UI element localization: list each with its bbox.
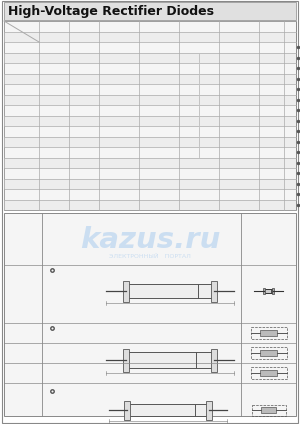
Bar <box>260 350 277 356</box>
Bar <box>4 31 296 42</box>
Bar <box>250 327 286 339</box>
Bar <box>272 288 274 294</box>
Bar <box>260 370 277 377</box>
Bar <box>126 284 214 298</box>
Bar <box>4 157 296 168</box>
Bar <box>123 349 129 371</box>
Bar <box>124 401 130 419</box>
Text: ЭЛЕКТРОННЫЙ   ПОРТАЛ: ЭЛЕКТРОННЫЙ ПОРТАЛ <box>109 254 191 259</box>
Bar <box>4 95 296 105</box>
Bar <box>206 401 212 419</box>
Bar <box>264 289 273 293</box>
Text: kazus.ru: kazus.ru <box>80 226 220 254</box>
Bar <box>126 352 214 368</box>
Bar <box>123 281 129 301</box>
Bar <box>263 288 265 294</box>
Bar <box>127 404 209 416</box>
Bar <box>211 349 217 371</box>
Bar <box>4 73 296 84</box>
Bar <box>4 2 296 20</box>
Bar <box>4 21 296 210</box>
Bar <box>4 53 296 63</box>
Bar <box>261 407 276 413</box>
Bar <box>4 213 296 416</box>
Bar <box>260 330 277 336</box>
Bar <box>4 179 296 189</box>
Bar <box>250 367 286 379</box>
Text: High-Voltage Rectifier Diodes: High-Voltage Rectifier Diodes <box>8 6 214 19</box>
Bar <box>4 137 296 147</box>
Bar <box>251 404 286 416</box>
Bar <box>4 200 296 210</box>
Bar <box>4 115 296 126</box>
Bar <box>250 347 286 359</box>
Bar <box>271 289 272 293</box>
Bar <box>211 281 217 301</box>
